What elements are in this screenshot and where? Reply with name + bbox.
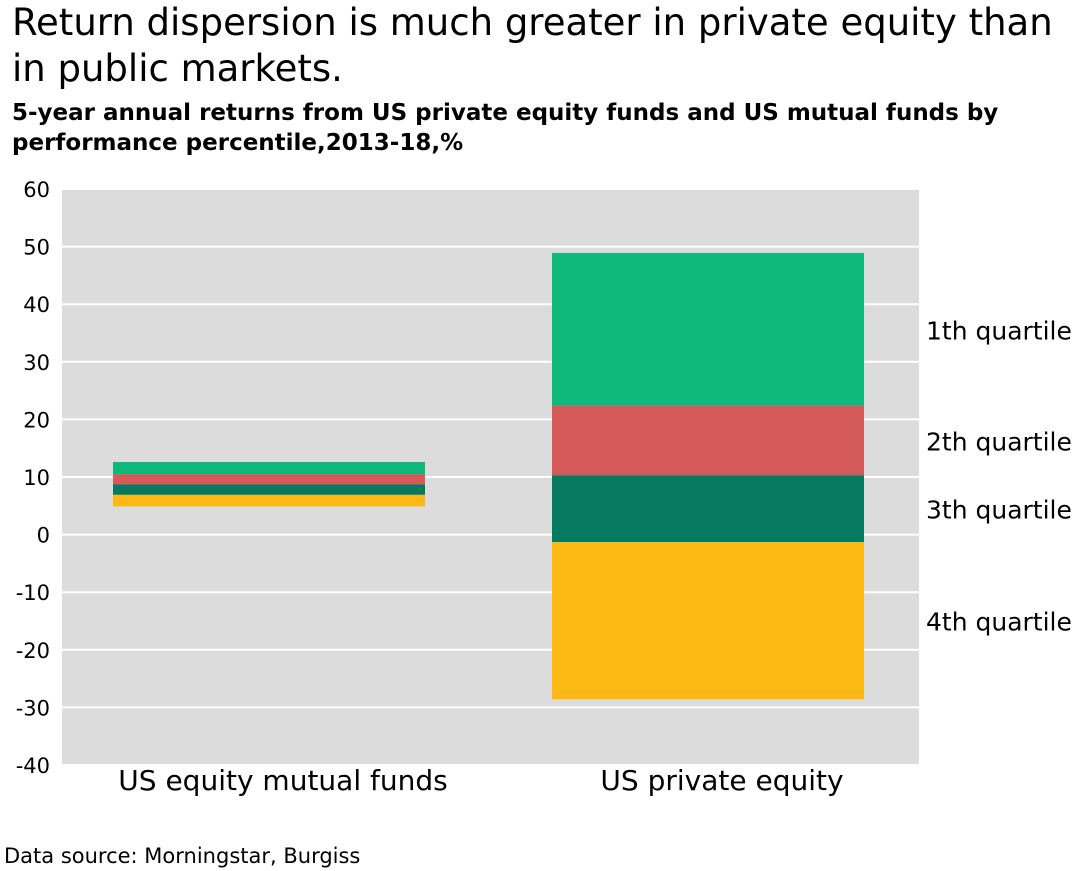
y-tick-labels: 60 50 40 30 20 10 0 -10 -20 -30 -40 — [16, 178, 50, 778]
y-tick-label: -40 — [16, 754, 50, 778]
legend: 1th quartile 2th quartile 3th quartile 4th … — [926, 316, 1072, 636]
y-tick-label: -10 — [16, 581, 50, 605]
y-tick-label: -30 — [16, 696, 50, 720]
y-tick-label: 20 — [23, 408, 50, 432]
bar-segments — [113, 252, 864, 700]
y-tick-label: 40 — [23, 293, 50, 317]
legend-label: 2th quartile — [926, 427, 1072, 456]
legend-label: 3th quartile — [926, 496, 1072, 525]
y-tick-label: 50 — [23, 236, 50, 260]
bar-segment-q3-private-equity — [552, 475, 864, 543]
y-tick-label: 10 — [23, 466, 50, 490]
chart-subtitle: 5-year annual returns from US private eq… — [12, 100, 999, 156]
category-label: US equity mutual funds — [118, 764, 447, 797]
bar-segment-q2-private-equity — [552, 405, 864, 476]
bar-segment-q1-mutual-funds — [113, 462, 425, 475]
chart-title: Return dispersion is much greater in pri… — [12, 1, 1053, 90]
bar-segment-q4-mutual-funds — [113, 494, 425, 507]
legend-label: 4th quartile — [926, 608, 1072, 637]
bar-segment-q4-private-equity — [552, 542, 864, 700]
data-source-note: Data source: Morningstar, Burgiss — [4, 844, 361, 868]
bar-segment-q1-private-equity — [552, 252, 864, 406]
y-tick-label: 60 — [23, 178, 50, 202]
y-tick-label: 30 — [23, 351, 50, 375]
legend-label: 1th quartile — [926, 316, 1072, 345]
bar-segment-q2-mutual-funds — [113, 474, 425, 485]
y-tick-label: 0 — [37, 524, 50, 548]
category-label: US private equity — [600, 764, 843, 797]
category-labels: US equity mutual funds US private equity — [118, 764, 843, 797]
bar-segment-q3-mutual-funds — [113, 484, 425, 495]
y-tick-label: -20 — [16, 639, 50, 663]
